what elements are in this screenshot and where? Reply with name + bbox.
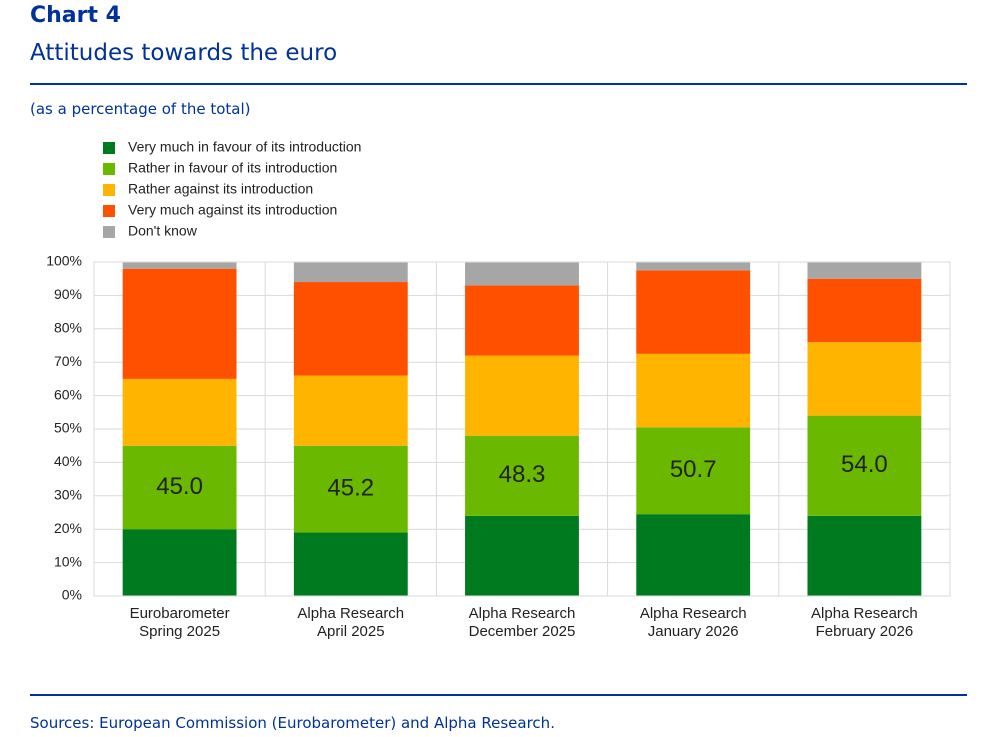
legend-swatch <box>103 163 115 175</box>
data-label: 50.7 <box>670 456 717 483</box>
legend-swatch <box>103 205 115 217</box>
legend-swatch <box>103 226 115 238</box>
y-tick-label: 70% <box>54 353 82 369</box>
y-tick-label: 40% <box>54 453 82 469</box>
legend-label: Very much in favour of its introduction <box>128 139 361 155</box>
bar-segment <box>293 282 408 376</box>
data-label: 45.0 <box>156 473 203 500</box>
bar-segment <box>293 375 408 446</box>
bar-segment <box>122 268 237 379</box>
rule <box>30 83 967 85</box>
rule <box>30 694 967 696</box>
unit-note: (as a percentage of the total) <box>30 100 251 118</box>
y-tick-label: 90% <box>54 286 82 302</box>
bar-segment <box>122 262 237 269</box>
bar-segment <box>465 285 579 356</box>
legend-swatch <box>103 184 115 196</box>
bar-segment <box>807 278 922 343</box>
bar-segment <box>122 378 237 446</box>
bar-segment <box>807 262 922 279</box>
chart-subtitle: Attitudes towards the euro <box>30 40 338 66</box>
bar-segment <box>807 515 922 596</box>
x-tick-label: Alpha Research December 2025 <box>468 605 576 640</box>
y-tick-label: 80% <box>54 320 82 336</box>
x-tick-label: Alpha Research January 2026 <box>639 605 747 640</box>
plot-border <box>93 261 951 597</box>
bar-segment <box>807 415 922 516</box>
bar-segment <box>807 342 922 416</box>
chart: Very much in favour of its introduction R… <box>46 139 951 603</box>
bar-segment <box>636 270 751 354</box>
bar-segment <box>122 445 237 530</box>
source: Sources: European Commission (Eurobarome… <box>30 714 555 732</box>
legend-label: Don't know <box>128 223 198 239</box>
legend-label: Rather against its introduction <box>128 181 313 197</box>
y-tick-label: 60% <box>54 386 82 402</box>
bar-segment <box>636 514 751 596</box>
x-tick-label: Eurobarometer Spring 2025 <box>129 605 230 640</box>
chart-number: Chart 4 <box>30 3 121 28</box>
bar-segment <box>465 355 579 436</box>
bar-segment <box>636 427 751 515</box>
data-label: 45.2 <box>327 474 374 501</box>
y-tick-label: 100% <box>46 253 82 269</box>
legend-label: Rather in favour of its introduction <box>128 160 337 176</box>
x-tick-label: Alpha Research April 2025 <box>297 605 405 640</box>
y-tick-label: 0% <box>62 587 82 603</box>
bar-segment <box>293 445 408 533</box>
bar-segment <box>293 532 408 596</box>
bar-segment <box>465 435 579 516</box>
legend-swatch <box>103 142 115 154</box>
x-tick-label: Alpha Research February 2026 <box>811 605 918 640</box>
bar-segment <box>293 262 408 283</box>
bar-segment <box>465 262 579 286</box>
bar-segment <box>465 515 579 596</box>
y-tick-label: 50% <box>54 420 82 436</box>
y-tick-label: 20% <box>54 520 82 536</box>
legend-label: Very much against its introduction <box>128 202 337 218</box>
bar-segment <box>122 529 237 596</box>
y-tick-label: 30% <box>54 487 82 503</box>
y-tick-label: 10% <box>54 553 82 569</box>
data-label: 54.0 <box>841 451 888 478</box>
bar-segment <box>636 353 751 428</box>
bar-segment <box>636 262 751 271</box>
data-label: 48.3 <box>499 461 546 488</box>
